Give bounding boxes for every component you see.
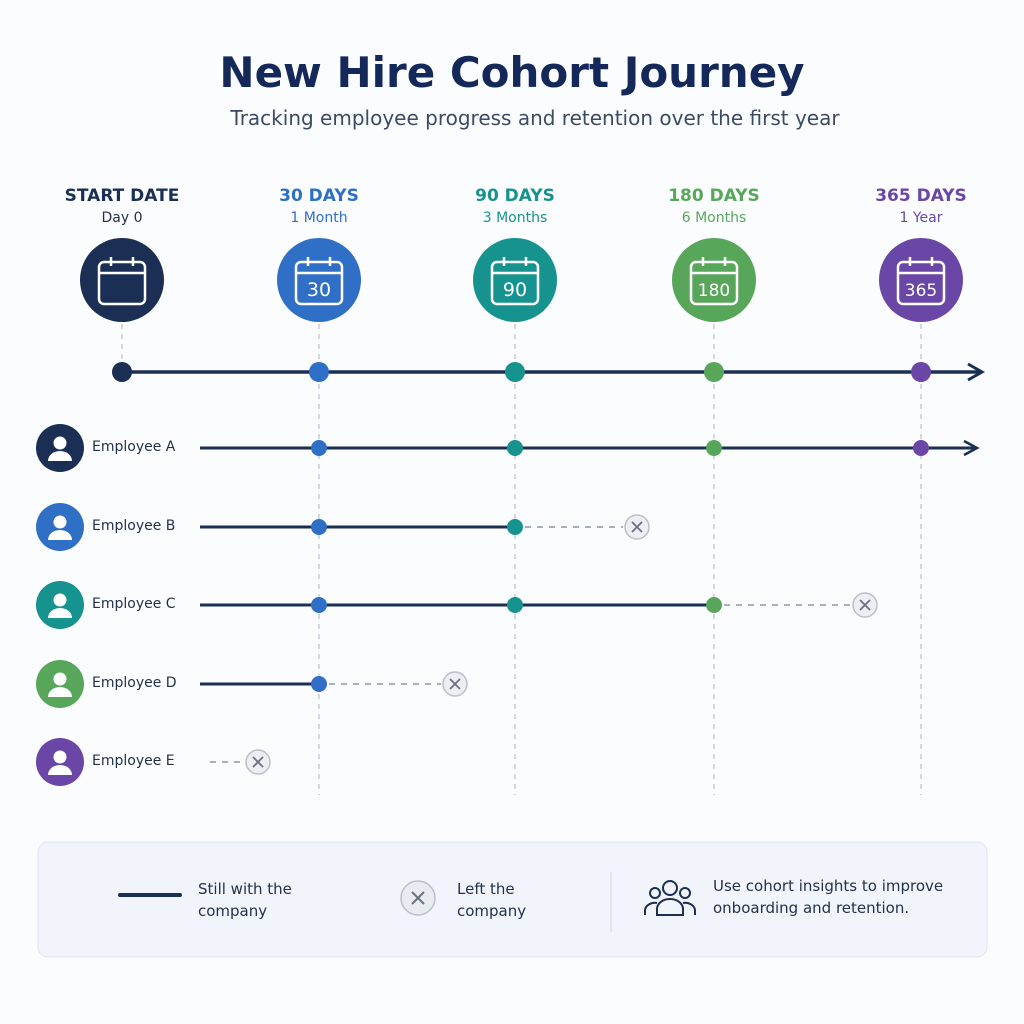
milestone-label: 365 DAYS (875, 186, 967, 206)
avatar-body (48, 687, 72, 697)
calendar-rings (908, 257, 934, 266)
tenure-dot (706, 597, 722, 613)
legend-left: Left the company (457, 880, 527, 920)
timeline-dot (505, 362, 525, 382)
tenure-dot (507, 519, 523, 535)
calendar-number: 90 (503, 279, 527, 301)
avatar-body (48, 608, 72, 618)
tenure-dot (311, 519, 327, 535)
milestone-icon (80, 238, 164, 322)
timeline-dot (911, 362, 931, 382)
left-x (859, 599, 871, 611)
avatar-body (48, 765, 72, 775)
tenure-dot (507, 597, 523, 613)
timeline-arrow (967, 362, 986, 382)
tenure-dot (913, 440, 929, 456)
subtitle: Tracking employee progress and retention… (230, 106, 840, 130)
legend-x (411, 891, 425, 905)
legend-box (37, 841, 988, 958)
milestone-icon (277, 238, 361, 322)
milestone-label: 30 DAYS (279, 186, 359, 206)
milestone-sub: 6 Months (681, 210, 747, 226)
tenure-dot (507, 440, 523, 456)
employee-name: Employee B (92, 518, 176, 534)
milestone-sub: Day 0 (101, 210, 143, 226)
avatar-body (48, 451, 72, 461)
calendar-number: 180 (698, 281, 730, 301)
avatar-head (53, 593, 67, 607)
calendar (294, 260, 344, 306)
calendar-rings (306, 257, 332, 266)
left-x (252, 756, 264, 768)
tenure-dot (311, 440, 327, 456)
tenure-arrow (963, 439, 980, 457)
people-icon (644, 880, 696, 916)
milestone-icon (473, 238, 557, 322)
milestone-label: START DATE (64, 186, 180, 206)
calendar (689, 260, 739, 306)
tenure-dot (706, 440, 722, 456)
tenure-dot (311, 676, 327, 692)
milestone-label: 180 DAYS (668, 186, 760, 206)
timeline-dot (112, 362, 132, 382)
milestone-sub: 3 Months (482, 210, 548, 226)
avatar-head (53, 750, 67, 764)
timeline-dot (309, 362, 329, 382)
milestone-icon (672, 238, 756, 322)
avatar-body (48, 530, 72, 540)
avatar-head (53, 436, 67, 450)
calendar (490, 260, 540, 306)
employee-name: Employee D (92, 675, 177, 691)
left-x (449, 678, 461, 690)
avatar-head (53, 672, 67, 686)
legend-still: Still with the company (198, 880, 292, 920)
milestone-label: 90 DAYS (475, 186, 555, 206)
milestone-icon (879, 238, 963, 322)
employee-name: Employee E (92, 753, 175, 769)
calendar (896, 260, 946, 306)
calendar-rings (109, 257, 135, 266)
legend-note: Use cohort insights to improve onboardin… (713, 877, 944, 917)
milestone-sub: 1 Year (899, 210, 943, 226)
calendar-rings (502, 257, 528, 266)
calendar (97, 260, 147, 306)
title: New Hire Cohort Journey (219, 48, 805, 97)
tenure-dot (311, 597, 327, 613)
timeline-dot (704, 362, 724, 382)
avatar-head (53, 515, 67, 529)
employee-name: Employee C (92, 596, 176, 612)
left-x (631, 521, 643, 533)
employee-name: Employee A (92, 439, 176, 455)
milestone-sub: 1 Month (290, 210, 348, 226)
calendar-number: 30 (307, 279, 331, 301)
calendar-number: 365 (905, 281, 937, 301)
calendar-rings (701, 257, 727, 266)
